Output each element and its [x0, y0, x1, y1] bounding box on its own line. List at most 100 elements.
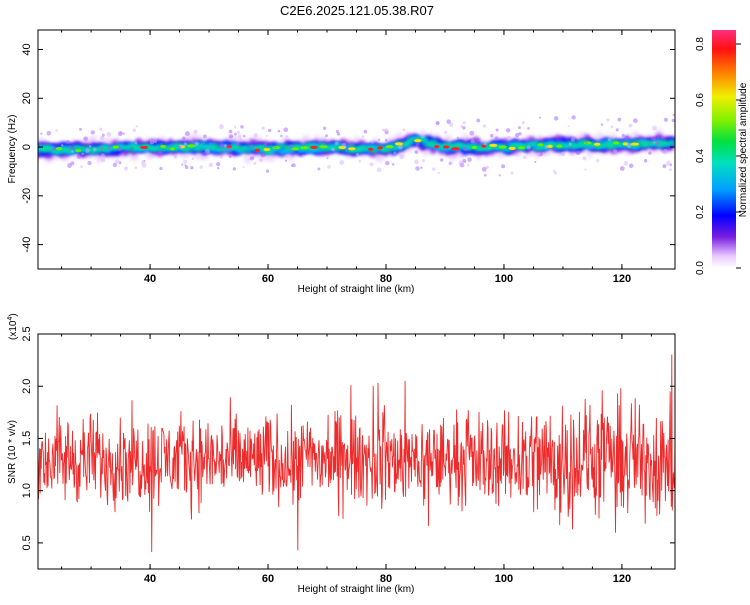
heatmap-dot: [134, 166, 138, 170]
snr-series-line: [38, 354, 675, 553]
heatmap-dot: [79, 127, 82, 131]
heatmap-dot: [575, 150, 581, 156]
heatmap-dot: [141, 163, 147, 168]
heatmap-dot: [273, 145, 276, 149]
heatmap-peak: [300, 146, 310, 150]
heatmap-dot: [181, 136, 186, 141]
heatmap-cell: [41, 150, 51, 153]
heatmap-cell: [370, 149, 380, 153]
heatmap-peak: [434, 145, 440, 149]
heatmap-dot: [63, 155, 67, 158]
x-tick-label: 100: [495, 273, 513, 285]
heatmap-dot: [668, 168, 672, 172]
heatmap-dot: [284, 159, 288, 162]
heatmap-dot: [662, 164, 667, 169]
heatmap-peak: [593, 142, 601, 146]
heatmap-dot: [432, 167, 436, 171]
heatmap-dot: [134, 141, 138, 145]
heatmap-dot: [463, 146, 468, 152]
colorbar-tick-label: 0.8: [695, 37, 706, 51]
heatmap-dot: [415, 141, 420, 146]
heatmap-dot: [537, 153, 541, 157]
heatmap-dot: [178, 145, 182, 149]
heatmap-dot: [494, 136, 499, 140]
heatmap-cell: [92, 151, 101, 154]
x-tick-label: 60: [262, 273, 274, 285]
heatmap-dot: [498, 174, 501, 177]
heatmap-dot: [527, 127, 530, 130]
heatmap-peak: [537, 143, 544, 147]
heatmap-dot: [260, 152, 266, 158]
heatmap-dot: [223, 144, 227, 148]
colorbar-tick-label: 0.6: [695, 93, 706, 107]
heatmap-cell: [353, 149, 365, 153]
heatmap-dot: [83, 136, 89, 142]
heatmap-dot: [526, 145, 531, 150]
heatmap-dot: [510, 171, 514, 175]
heatmap-dot: [483, 173, 487, 177]
heatmap-dot: [60, 144, 64, 147]
heatmap-dot: [228, 134, 234, 139]
heatmap-peak: [556, 144, 563, 148]
heatmap-dot: [610, 125, 614, 129]
heatmap-peak: [622, 142, 629, 146]
colorbar-ticks: 0.0 0.2 0.4 0.6 0.8: [695, 37, 741, 275]
heatmap-dot: [389, 147, 392, 151]
spectrogram-heatmap: [38, 113, 675, 177]
heatmap-dot: [590, 146, 594, 150]
figure-title: C2E6.2025.121.05.38.R07: [280, 3, 434, 18]
heatmap-peak: [254, 148, 261, 152]
heatmap-dot: [470, 139, 475, 144]
heatmap-dot: [199, 165, 203, 169]
heatmap-cell: [126, 149, 136, 152]
heatmap-peak: [583, 141, 592, 145]
heatmap-dot: [190, 165, 194, 170]
y-tick-label: 1.5: [21, 431, 33, 446]
y-tick-label: -40: [21, 237, 33, 253]
heatmap-dot: [235, 141, 240, 146]
heatmap-dot: [485, 165, 489, 169]
heatmap-peak: [272, 145, 281, 150]
heatmap-cell: [660, 140, 669, 144]
heatmap-dot: [466, 164, 470, 167]
heatmap-dot: [81, 152, 84, 156]
heatmap-cell: [538, 146, 547, 150]
x-tick-label: 80: [380, 573, 392, 585]
heatmap-peak: [630, 142, 640, 146]
heatmap-dot: [88, 145, 92, 148]
heatmap-dot: [606, 118, 610, 122]
heatmap-dot: [501, 164, 506, 169]
heatmap-dot: [495, 128, 499, 132]
heatmap-peak: [498, 145, 507, 149]
heatmap-dot: [612, 149, 618, 154]
heatmap-dot: [168, 144, 172, 148]
heatmap-dot: [242, 166, 245, 169]
heatmap-dot: [435, 121, 440, 125]
heatmap-dot: [290, 164, 293, 167]
y-tick-label: 40: [21, 43, 33, 55]
heatmap-peak: [140, 145, 149, 150]
heatmap-dot: [124, 166, 129, 171]
heatmap-dot: [462, 121, 466, 125]
heatmap-dot: [476, 137, 480, 142]
heatmap-peak: [489, 143, 498, 147]
x-tick-label: 120: [613, 273, 631, 285]
heatmap-cell: [263, 150, 274, 154]
heatmap-cell: [559, 142, 568, 145]
heatmap-dot: [420, 166, 423, 169]
heatmap-dot: [217, 166, 220, 170]
heatmap-dot: [666, 160, 671, 166]
heatmap-dot: [157, 150, 162, 155]
colorbar: 0.0 0.2 0.4 0.6 0.8 Normalized spectral ampl…: [695, 30, 749, 275]
heatmap-dot: [250, 144, 254, 149]
heatmap-dot: [191, 157, 194, 161]
heatmap-dot: [462, 158, 467, 163]
heatmap-peak: [55, 147, 63, 151]
heatmap-dot: [99, 146, 104, 151]
heatmap-peak: [169, 147, 176, 151]
heatmap-dot: [184, 164, 187, 167]
heatmap-dot: [538, 116, 542, 119]
heatmap-dot: [521, 121, 525, 125]
heatmap-peak: [518, 146, 526, 150]
x-tick-label: 100: [495, 573, 513, 585]
